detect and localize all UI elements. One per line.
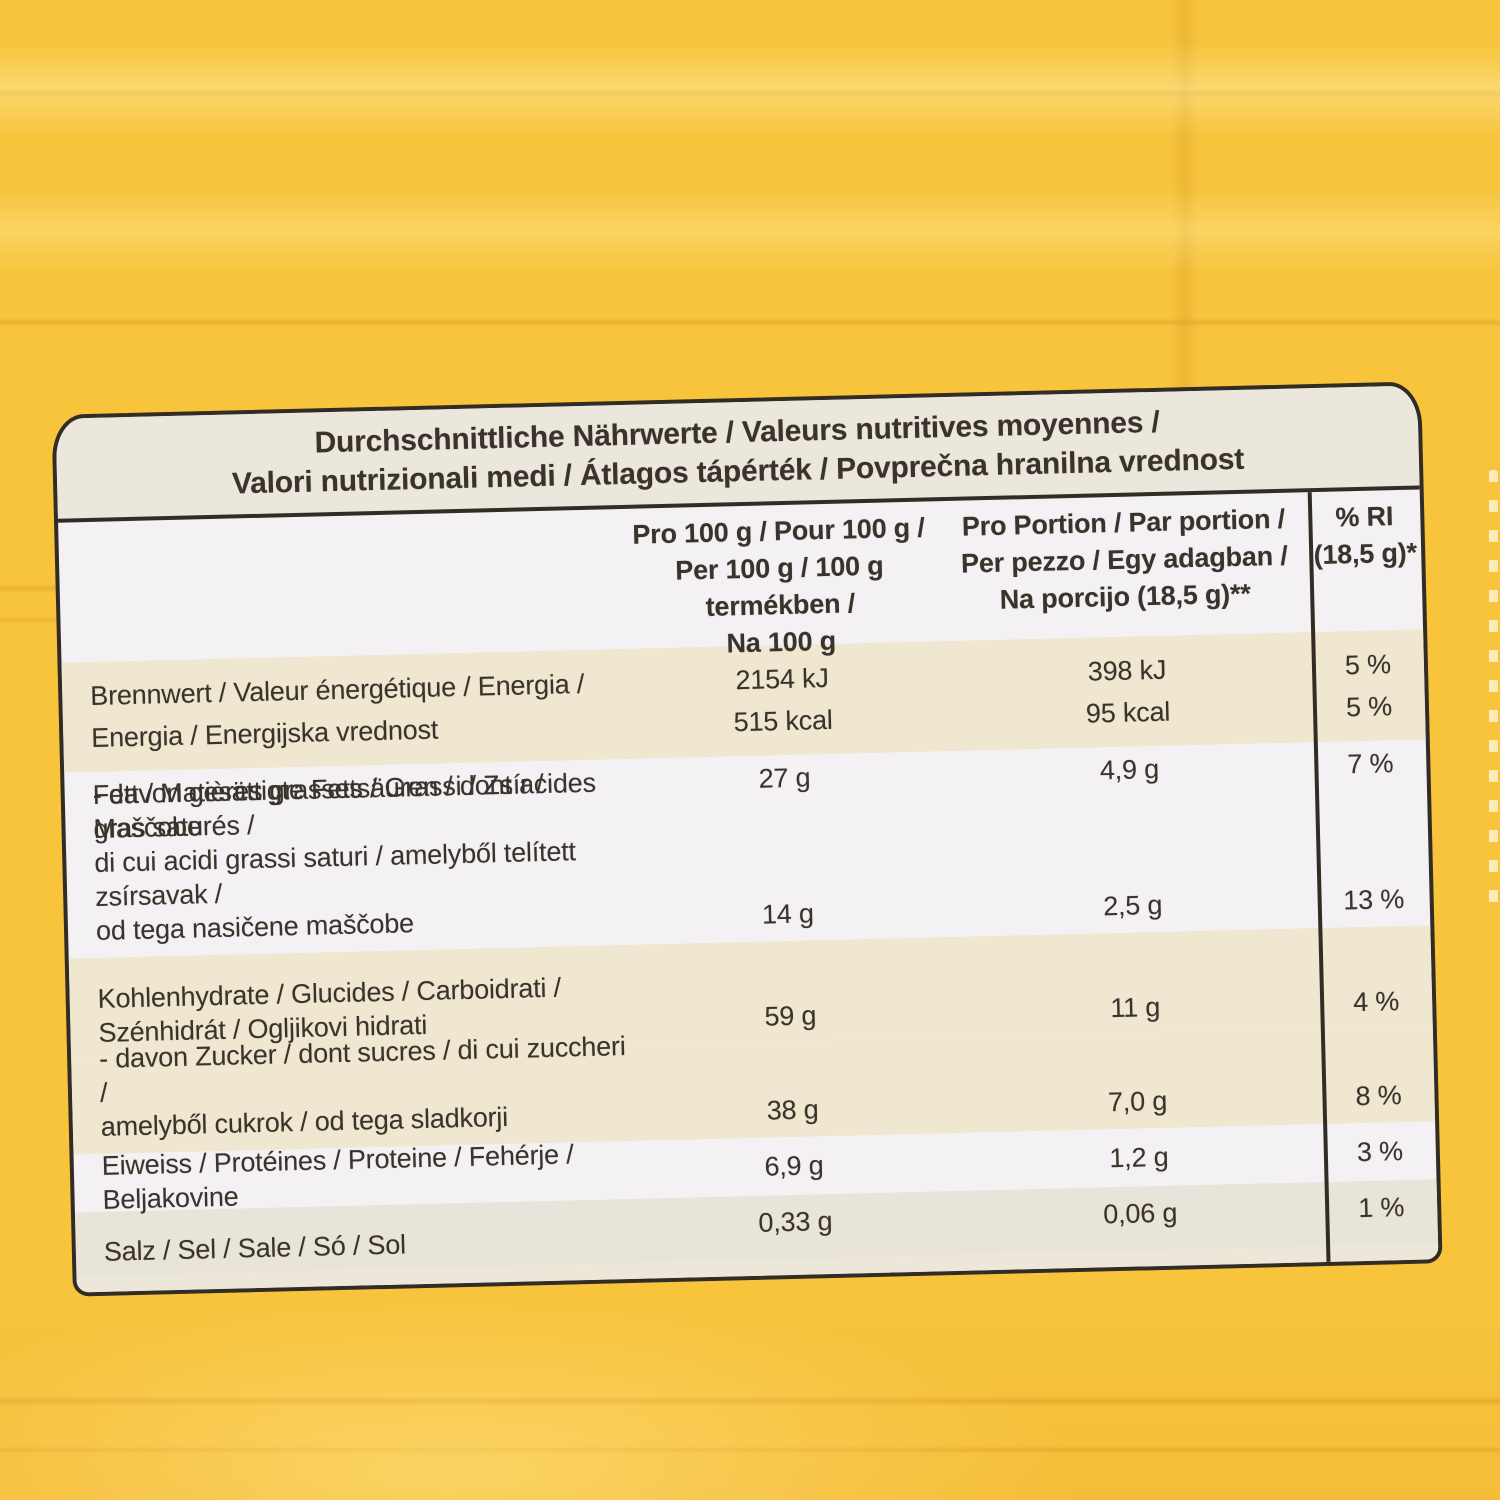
row-saturated-fat-per100: 14 g: [761, 898, 815, 930]
row-salt-ri: 1 %: [1357, 1192, 1405, 1224]
row-saturated-fat-ri: 13 %: [1342, 883, 1405, 916]
nutrition-facts-label: Durchschnittliche Nährwerte / Valeurs nu…: [51, 381, 1443, 1297]
row-energy-ri: 5 % 5 %: [1344, 649, 1393, 723]
row-saturated-fat-label: - davon gesättigte Fettsäuren / dont aci…: [92, 767, 597, 946]
header-per-100g: Pro 100 g / Pour 100 g / Per 100 g / 100…: [632, 512, 925, 659]
row-carbohydrates-ri: 4 %: [1352, 986, 1400, 1018]
row-fat-ri: 7 %: [1347, 748, 1394, 780]
row-carbohydrates-per100: 59 g: [764, 1000, 817, 1032]
row-fat-portion: 4,9 g: [1099, 753, 1160, 786]
row-protein-label: Eiweiss / Protéines / Proteine / Fehérje…: [101, 1139, 574, 1215]
row-energy-label: Brennwert / Valeur énergétique / Energia…: [89, 668, 585, 753]
row-protein-portion: 1,2 g: [1109, 1141, 1169, 1174]
row-saturated-fat-portion: 2,5 g: [1102, 889, 1163, 922]
row-energy-per100: 2154 kJ 515 kcal: [733, 662, 833, 738]
row-salt-per100: 0,33 g: [758, 1206, 833, 1238]
row-protein-per100: 6,9 g: [764, 1150, 824, 1182]
row-carbohydrates-portion: 11 g: [1110, 991, 1161, 1024]
row-energy-portion: 398 kJ 95 kcal: [1085, 654, 1171, 729]
row-salt-portion: 0,06 g: [1102, 1197, 1178, 1230]
cutoff-vertical-edge-text: [1489, 470, 1498, 910]
row-sugars-label: - davon Zucker / dont sucres / di cui zu…: [98, 1031, 626, 1142]
row-protein-ri: 3 %: [1356, 1136, 1404, 1168]
nutrition-table: Pro 100 g / Pour 100 g / Per 100 g / 100…: [58, 489, 1439, 1293]
row-sugars-per100: 38 g: [766, 1094, 819, 1126]
row-sugars-portion: 7,0 g: [1107, 1085, 1168, 1118]
header-percent-ri: % RI (18,5 g)*: [1313, 501, 1418, 571]
row-fat-per100: 27 g: [758, 762, 811, 794]
row-sugars-ri: 8 %: [1355, 1080, 1402, 1112]
header-per-portion: Pro Portion / Par portion / Per pezzo / …: [960, 503, 1288, 615]
